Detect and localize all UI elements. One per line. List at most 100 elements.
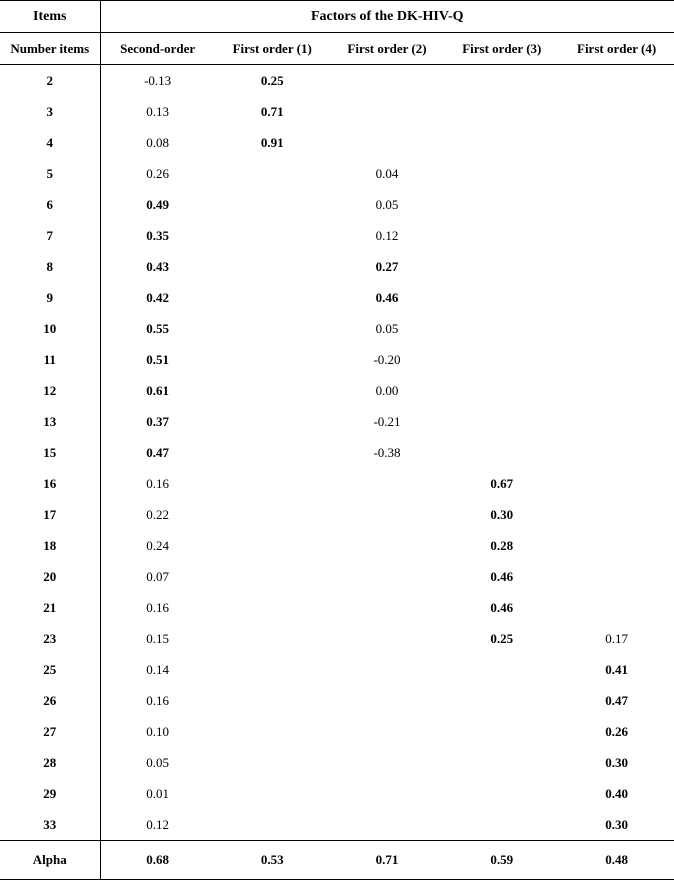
cell	[215, 530, 330, 561]
cell: 0.47	[559, 685, 674, 716]
sub-header-2: First order (1)	[215, 33, 330, 65]
cell	[559, 65, 674, 97]
cell	[559, 313, 674, 344]
cell: 0.15	[100, 623, 215, 654]
cell: 0.07	[100, 561, 215, 592]
cell	[559, 530, 674, 561]
cell: 0.16	[100, 685, 215, 716]
row-label: 6	[0, 189, 100, 220]
cell: 0.26	[559, 716, 674, 747]
cell: 0.55	[100, 313, 215, 344]
cell	[559, 592, 674, 623]
cell	[215, 592, 330, 623]
cell	[444, 437, 559, 468]
table-row: 290.010.40	[0, 778, 674, 809]
table-row: 280.050.30	[0, 747, 674, 778]
cell	[559, 251, 674, 282]
cell	[330, 716, 445, 747]
cell: 0.00	[330, 375, 445, 406]
cell	[559, 344, 674, 375]
cell: 0.27	[330, 251, 445, 282]
cell: 0.12	[100, 809, 215, 841]
cell	[444, 189, 559, 220]
cell: 0.01	[100, 778, 215, 809]
cell	[559, 499, 674, 530]
row-label: 9	[0, 282, 100, 313]
cell: 0.46	[444, 561, 559, 592]
cell: 0.05	[100, 747, 215, 778]
cell: 0.25	[215, 65, 330, 97]
table-row: 30.130.71	[0, 96, 674, 127]
factor-table: Items Factors of the DK-HIV-Q Number ite…	[0, 0, 674, 880]
row-label: 20	[0, 561, 100, 592]
table-body: 2-0.130.2530.130.7140.080.9150.260.0460.…	[0, 65, 674, 841]
cell	[215, 623, 330, 654]
cell: 0.47	[100, 437, 215, 468]
cell	[215, 189, 330, 220]
cell	[330, 685, 445, 716]
cell	[215, 747, 330, 778]
cell	[559, 561, 674, 592]
row-label: 12	[0, 375, 100, 406]
cell	[559, 158, 674, 189]
table-row: 260.160.47	[0, 685, 674, 716]
cell	[559, 437, 674, 468]
table-row: 120.610.00	[0, 375, 674, 406]
row-label: 27	[0, 716, 100, 747]
cell	[444, 344, 559, 375]
cell: 0.17	[559, 623, 674, 654]
cell	[559, 96, 674, 127]
cell	[559, 282, 674, 313]
cell	[215, 251, 330, 282]
table-row: 270.10 0.26	[0, 716, 674, 747]
cell: 0.05	[330, 313, 445, 344]
cell: 0.71	[215, 96, 330, 127]
cell: 0.10	[100, 716, 215, 747]
cell: 0.30	[559, 747, 674, 778]
cell	[330, 468, 445, 499]
cell	[444, 716, 559, 747]
cell: 0.51	[100, 344, 215, 375]
row-label: 7	[0, 220, 100, 251]
cell	[444, 406, 559, 437]
cell	[444, 220, 559, 251]
cell: 0.16	[100, 592, 215, 623]
cell: 0.05	[330, 189, 445, 220]
table-row: 100.55 0.05	[0, 313, 674, 344]
cell: 0.12	[330, 220, 445, 251]
cell: 0.13	[100, 96, 215, 127]
cell	[444, 778, 559, 809]
row-label: 11	[0, 344, 100, 375]
cell	[215, 716, 330, 747]
row-label: 23	[0, 623, 100, 654]
cell	[444, 282, 559, 313]
cell	[444, 809, 559, 841]
cell: 0.43	[100, 251, 215, 282]
cell: 0.49	[100, 189, 215, 220]
row-label: 10	[0, 313, 100, 344]
table-row: 70.350.12	[0, 220, 674, 251]
cell	[444, 65, 559, 97]
row-label: 18	[0, 530, 100, 561]
cell	[444, 251, 559, 282]
row-label: 25	[0, 654, 100, 685]
cell	[444, 127, 559, 158]
cell: 0.46	[330, 282, 445, 313]
cell: -0.20	[330, 344, 445, 375]
cell: 0.30	[444, 499, 559, 530]
sub-header-5: First order (4)	[559, 33, 674, 65]
table-row: 230.150.250.17	[0, 623, 674, 654]
cell	[444, 685, 559, 716]
row-label: 4	[0, 127, 100, 158]
cell	[444, 375, 559, 406]
cell: 0.37	[100, 406, 215, 437]
cell: -0.13	[100, 65, 215, 97]
cell: 0.91	[215, 127, 330, 158]
cell: 0.22	[100, 499, 215, 530]
cell: 0.04	[330, 158, 445, 189]
cell	[444, 96, 559, 127]
table-row: 210.160.46	[0, 592, 674, 623]
cell	[215, 375, 330, 406]
cell	[330, 65, 445, 97]
cell	[215, 809, 330, 841]
